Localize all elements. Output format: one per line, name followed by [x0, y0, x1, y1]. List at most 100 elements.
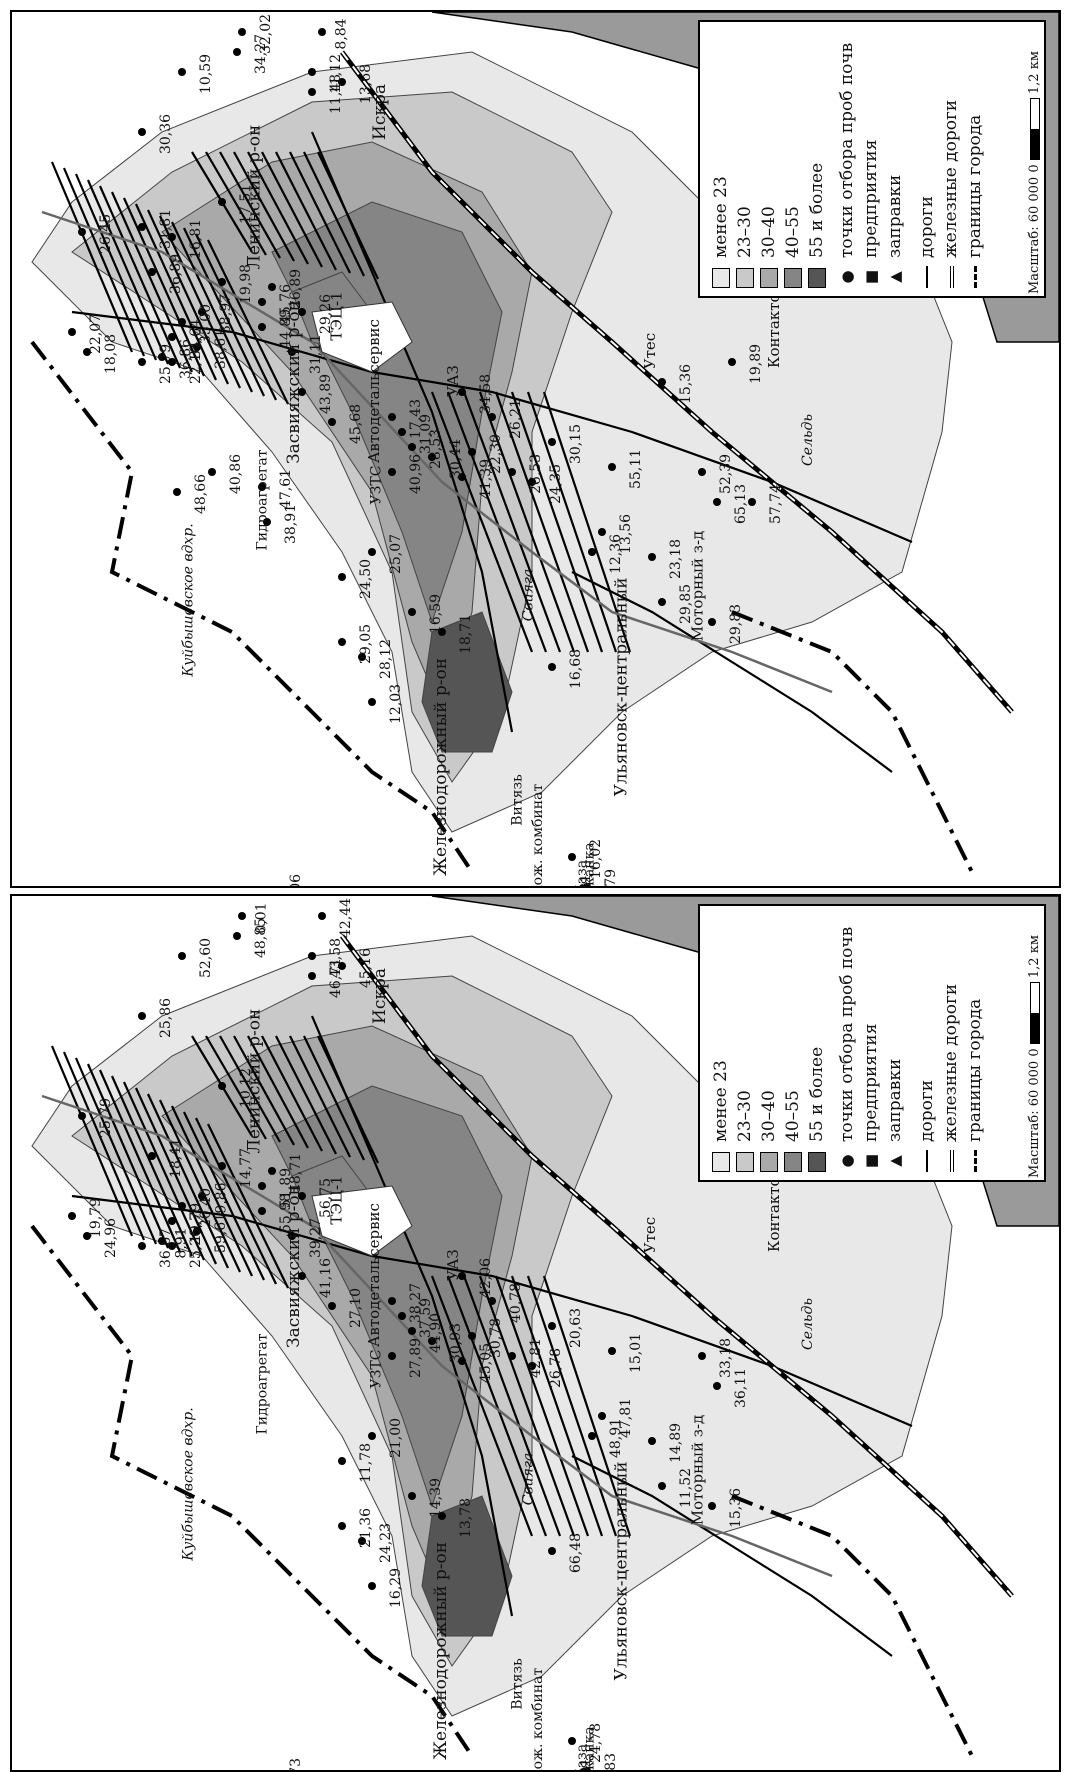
sample-point — [238, 28, 246, 36]
sample-value: 14,39 — [428, 1477, 445, 1519]
place-label-uaz: УАЗ — [443, 365, 462, 397]
fuel-station-icon: ▲ — [886, 1155, 904, 1167]
sample-value: 14,89 — [668, 1422, 685, 1464]
boundary-line-icon — [968, 1150, 982, 1172]
sample-value: 41,39 — [478, 458, 495, 500]
sample-point — [173, 488, 181, 496]
place-label-avtodetal: Автодетальсервис — [364, 319, 383, 463]
sample-point — [428, 453, 436, 461]
legend-symbol-row: ● точки отбора проб почв — [836, 43, 858, 288]
sample-value: 16,59 — [428, 593, 445, 635]
sample-value: 24,96 — [103, 1217, 120, 1259]
sample-point — [488, 413, 496, 421]
sample-value: 48,91 — [608, 1417, 625, 1459]
sample-point — [358, 1537, 366, 1545]
sample-value: 64,73 — [288, 1758, 304, 1770]
sample-value: 17,79 — [603, 869, 619, 886]
sample-point — [218, 198, 226, 206]
sample-point — [168, 1217, 176, 1225]
sample-value: 19,06 — [288, 874, 304, 886]
sample-value: 34,58 — [478, 373, 495, 415]
legend-swatch — [736, 268, 754, 288]
sample-value: 23,18 — [668, 538, 685, 580]
legend: менее 23 23–30 30–40 40–55 55 и более ● точки … — [698, 20, 1046, 298]
legend-line-label: границы города — [965, 998, 985, 1142]
legend-class: 40–55 — [782, 1090, 804, 1172]
place-label-utes: Утес — [641, 1216, 660, 1254]
city-boundary — [30, 340, 474, 874]
sample-value: 40,78 — [508, 1282, 525, 1324]
legend-line-label: железные дороги — [941, 983, 961, 1142]
sample-point — [388, 413, 396, 421]
legend-symbol-label: предприятия — [861, 1023, 881, 1142]
sample-point — [658, 378, 666, 386]
road-line-icon — [920, 266, 934, 288]
sample-point — [588, 1432, 596, 1440]
legend-swatch — [760, 268, 778, 288]
sample-point — [648, 1437, 656, 1445]
sample-value: 41,16 — [318, 1257, 335, 1299]
sample-point — [368, 1582, 376, 1590]
sample-value: 30,15 — [568, 423, 585, 465]
enterprise-icon: ■ — [862, 269, 880, 285]
sample-point — [198, 1192, 206, 1200]
sample-value: 8,91 — [173, 1227, 190, 1259]
sample-point — [408, 608, 416, 616]
sample-value: 52,60 — [198, 937, 215, 979]
sample-point — [458, 473, 466, 481]
sample-point — [713, 498, 721, 506]
sample-point — [138, 1012, 146, 1020]
sample-point — [338, 1522, 346, 1530]
legend-swatch — [712, 268, 730, 288]
sample-value: 24,50 — [358, 558, 375, 600]
sample-value: 21,36 — [358, 1507, 375, 1549]
sample-point — [568, 1737, 576, 1745]
scale-text: Масштаб: 60 000 — [1027, 1056, 1042, 1178]
sample-point — [458, 1357, 466, 1365]
sample-point — [168, 358, 176, 366]
sample-point — [258, 1182, 266, 1190]
sample-point — [68, 328, 76, 336]
legend-class: 30–40 — [758, 206, 780, 288]
sample-value: 29,83 — [603, 1753, 619, 1770]
sample-value: 15,01 — [628, 1332, 645, 1374]
sample-point — [218, 278, 226, 286]
legend-symbol-label: точки отбора проб почв — [837, 42, 857, 258]
sample-point — [468, 1332, 476, 1340]
sample-point — [528, 478, 536, 486]
sample-value: 29,26 — [318, 293, 335, 335]
legend-class: 55 и более — [806, 163, 828, 288]
sample-point — [168, 333, 176, 341]
sample-point — [158, 1237, 166, 1245]
sample-point — [388, 468, 396, 476]
sample-point — [468, 448, 476, 456]
place-label-kuyb: Куйбышевское вдхр. — [180, 523, 197, 677]
sample-value: 26,78 — [548, 1347, 565, 1389]
legend-line-row: железные дороги — [940, 100, 962, 288]
sample-value: 30,93 — [448, 1322, 465, 1364]
sample-point — [233, 932, 241, 940]
sample-point — [698, 468, 706, 476]
place-label-gidroagregat: Гидроагрегат — [254, 1333, 271, 1435]
sample-value: 56,75 — [318, 1177, 335, 1219]
sample-point — [298, 308, 306, 316]
sample-value: 15,36 — [728, 1487, 745, 1529]
sample-point — [438, 1512, 446, 1520]
sample-point — [138, 358, 146, 366]
sample-point — [233, 48, 241, 56]
city-boundary — [30, 1224, 474, 1758]
sample-point — [608, 463, 616, 471]
sample-point — [288, 1232, 296, 1240]
sample-point — [458, 1272, 466, 1280]
contamination-zone — [421, 611, 513, 753]
scale-tick: 1,2 км — [1027, 51, 1042, 99]
sample-point — [548, 1547, 556, 1555]
roads — [50, 131, 913, 773]
sample-point — [428, 1337, 436, 1345]
sample-value: 15,36 — [678, 363, 695, 405]
sample-point — [258, 483, 266, 491]
sample-point — [658, 1482, 666, 1490]
sample-point-icon: ● — [838, 1154, 856, 1168]
sample-value: 28,53 — [428, 428, 445, 470]
